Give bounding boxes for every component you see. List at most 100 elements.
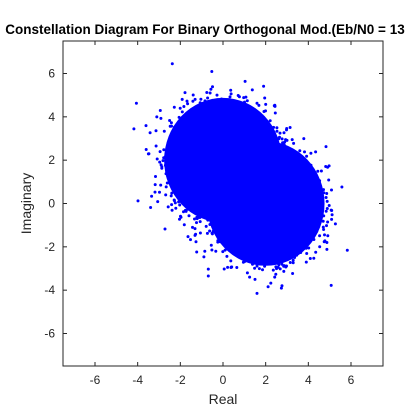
scatter-point [199, 159, 203, 163]
scatter-point [243, 79, 247, 83]
scatter-point [283, 174, 287, 178]
scatter-point [305, 169, 309, 173]
scatter-point [237, 128, 241, 132]
scatter-point [250, 177, 254, 181]
scatter-point [206, 107, 209, 111]
scatter-point [261, 216, 265, 220]
scatter-point [205, 126, 209, 129]
scatter-point [229, 259, 233, 263]
scatter-point [175, 160, 179, 164]
scatter-point [267, 198, 271, 202]
scatter-point [300, 183, 304, 186]
scatter-point [231, 174, 235, 178]
scatter-point [264, 233, 268, 237]
scatter-point [248, 232, 252, 236]
scatter-point [225, 206, 229, 210]
scatter-points [132, 62, 349, 295]
scatter-point [248, 194, 252, 198]
scatter-point [173, 156, 177, 159]
scatter-point [318, 245, 322, 249]
scatter-point [229, 88, 233, 92]
scatter-point [297, 213, 301, 217]
scatter-point [261, 145, 265, 149]
scatter-point [297, 248, 301, 252]
scatter-point [255, 158, 259, 161]
scatter-point [267, 192, 271, 196]
scatter-point [244, 148, 248, 152]
scatter-point [258, 249, 262, 253]
scatter-point [230, 137, 234, 141]
scatter-point [185, 201, 189, 205]
scatter-point [148, 131, 152, 135]
scatter-point [240, 196, 244, 200]
scatter-point [253, 252, 257, 256]
scatter-point [270, 232, 274, 236]
scatter-point [191, 173, 195, 177]
scatter-point [202, 160, 206, 164]
scatter-point [190, 203, 194, 206]
scatter-point [267, 222, 271, 226]
scatter-point [253, 205, 257, 209]
scatter-point [202, 121, 206, 125]
scatter-point [290, 195, 294, 199]
scatter-point [198, 220, 202, 224]
scatter-point [180, 97, 184, 101]
scatter-point [304, 210, 308, 214]
scatter-point [193, 227, 197, 231]
scatter-point [301, 195, 305, 199]
scatter-point [240, 219, 244, 223]
scatter-point [295, 253, 299, 257]
scatter-point [219, 179, 223, 183]
scatter-point [228, 220, 232, 224]
scatter-point [259, 167, 263, 171]
scatter-point [163, 163, 167, 167]
x-tick-label: 0 [220, 373, 227, 387]
scatter-point [330, 213, 334, 217]
scatter-point [229, 182, 233, 185]
scatter-point [326, 234, 330, 238]
scatter-point [207, 122, 211, 126]
scatter-point [290, 243, 294, 247]
scatter-point [202, 181, 206, 185]
scatter-point [257, 116, 261, 120]
scatter-point [214, 122, 218, 126]
scatter-point [237, 250, 241, 254]
scatter-point [250, 199, 254, 203]
scatter-point [292, 198, 295, 202]
scatter-point [220, 152, 224, 156]
scatter-point [250, 174, 254, 178]
scatter-point [312, 194, 316, 198]
scatter-point [281, 179, 285, 183]
scatter-point [170, 191, 174, 195]
scatter-point [172, 185, 175, 189]
scatter-point [302, 165, 305, 169]
scatter-point [216, 219, 220, 223]
scatter-point [262, 211, 266, 215]
scatter-point [209, 115, 213, 119]
scatter-point [249, 181, 253, 185]
scatter-point [235, 226, 239, 230]
scatter-point [193, 139, 197, 143]
scatter-point [227, 226, 231, 230]
scatter-point [241, 191, 245, 195]
scatter-point [310, 199, 314, 203]
scatter-point [193, 194, 196, 198]
scatter-point [301, 227, 305, 231]
scatter-point [290, 149, 294, 152]
scatter-point [219, 107, 223, 111]
scatter-point [262, 175, 266, 179]
scatter-point [304, 246, 308, 250]
scatter-point [165, 147, 169, 150]
scatter-point [275, 129, 279, 133]
scatter-point [159, 183, 163, 187]
scatter-point [221, 157, 225, 161]
scatter-point [297, 168, 301, 172]
scatter-point [309, 210, 312, 213]
scatter-point [258, 146, 262, 149]
scatter-point [168, 172, 172, 176]
scatter-point [293, 242, 297, 246]
scatter-point [212, 103, 215, 107]
scatter-point [238, 209, 242, 213]
scatter-point [322, 240, 326, 244]
scatter-point [177, 164, 181, 168]
